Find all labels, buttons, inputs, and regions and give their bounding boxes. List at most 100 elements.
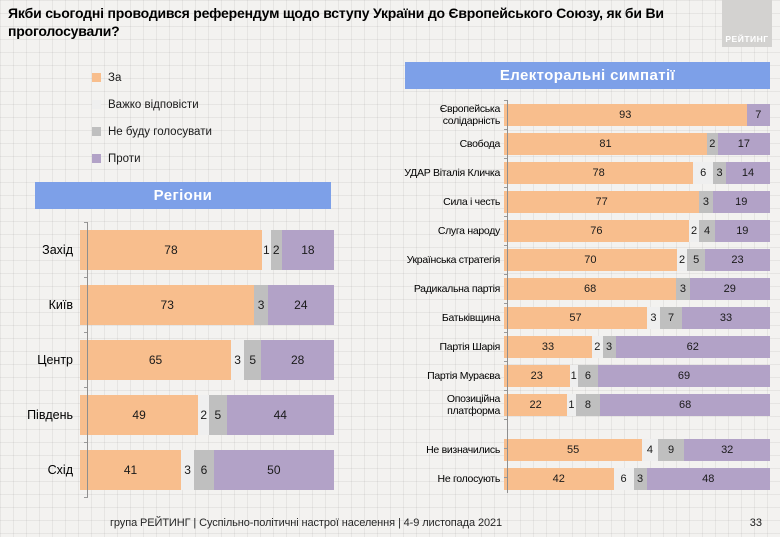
stacked-bar: 78 6 3 14 bbox=[504, 161, 771, 184]
segment-value: 69 bbox=[677, 369, 691, 382]
segment-value: 3 bbox=[257, 297, 265, 312]
segment-value: 33 bbox=[719, 311, 733, 324]
segment-value: 2 bbox=[709, 137, 716, 150]
bar-row: Свобода 81 2 17 bbox=[392, 129, 770, 158]
segment-value: 22 bbox=[529, 398, 542, 411]
segment-value: 65 bbox=[148, 352, 163, 367]
bar-row: Захід 78 1 2 18 bbox=[8, 222, 334, 277]
segment-value: 4 bbox=[703, 224, 711, 237]
segment-value: 3 bbox=[606, 340, 613, 353]
stacked-bar: 93 7 bbox=[504, 103, 770, 126]
segment-value: 3 bbox=[679, 282, 686, 295]
segment-value: 77 bbox=[595, 195, 608, 208]
bar-segment-ne-budu-holosuvaty: 5 bbox=[209, 394, 227, 435]
segment-value: 1 bbox=[570, 369, 577, 382]
rating-logo: РЕЙТИНГ bbox=[722, 0, 772, 47]
bar-segment-vazhko-vidpovisty: 2 bbox=[676, 248, 688, 271]
bar-segment-vazhko-vidpovisty: 2 bbox=[688, 219, 700, 242]
segment-value: 19 bbox=[736, 224, 749, 237]
regions-banner: Регіони bbox=[35, 182, 331, 209]
segment-value: 49 bbox=[132, 407, 146, 422]
bar-segment-proty: 29 bbox=[689, 277, 771, 300]
bar-row: Європейська солідарність 93 7 bbox=[392, 100, 770, 129]
bar-row: Радикальна партія 68 3 29 bbox=[392, 274, 771, 303]
segment-value: 41 bbox=[123, 462, 138, 477]
segment-value: 29 bbox=[723, 282, 736, 295]
stacked-bar: 68 3 29 bbox=[504, 277, 771, 300]
segment-value: 23 bbox=[530, 369, 543, 382]
bar-segment-za: 42 bbox=[504, 467, 614, 490]
legend-label: Проти bbox=[108, 152, 141, 165]
segment-value: 76 bbox=[590, 224, 603, 237]
segment-value: 70 bbox=[584, 253, 597, 266]
segment-value: 55 bbox=[567, 443, 580, 456]
segment-value: 3 bbox=[702, 195, 709, 208]
segment-value: 32 bbox=[721, 443, 734, 456]
segment-value: 3 bbox=[636, 472, 644, 485]
electoral-sympathies-chart: Європейська солідарність 93 7 Свобода 81 2 17 У… bbox=[392, 100, 771, 494]
segment-value: 50 bbox=[267, 462, 281, 477]
bar-segment-za: 78 bbox=[80, 229, 262, 270]
bar-row: Опозиційна платформа 22 1 8 68 bbox=[392, 390, 770, 419]
page-number: 33 bbox=[749, 517, 762, 529]
bar-segment-proty: 17 bbox=[717, 132, 770, 155]
bar-segment-proty: 28 bbox=[261, 339, 334, 380]
stacked-bar: 65 3 5 28 bbox=[80, 339, 334, 380]
segment-value: 24 bbox=[294, 297, 308, 312]
category-label: Європейська солідарність bbox=[439, 102, 501, 127]
bar-row: Українська стратегія 70 2 5 23 bbox=[392, 245, 770, 274]
segment-value: 19 bbox=[735, 195, 748, 208]
segment-value: 6 bbox=[584, 369, 592, 382]
bar-row: УДАР Віталія Кличка 78 6 3 14 bbox=[392, 158, 771, 187]
stacked-bar: 33 2 3 62 bbox=[504, 335, 770, 358]
stacked-bar: 23 1 6 69 bbox=[504, 364, 770, 387]
bar-segment-za: 68 bbox=[504, 277, 677, 300]
bar-segment-ne-budu-holosuvaty: 7 bbox=[659, 306, 683, 329]
segment-value: 81 bbox=[599, 137, 612, 150]
segment-value: 23 bbox=[731, 253, 744, 266]
legend-swatch-za bbox=[92, 73, 101, 82]
category-label: Радикальна партія bbox=[413, 282, 500, 295]
segment-value: 6 bbox=[200, 462, 208, 477]
bar-segment-ne-budu-holosuvaty: 3 bbox=[602, 335, 616, 358]
segment-value: 73 bbox=[160, 297, 174, 312]
segment-value: 2 bbox=[679, 253, 686, 266]
bar-segment-vazhko-vidpovisty: 2 bbox=[198, 394, 210, 435]
segment-value: 62 bbox=[686, 340, 699, 353]
legend-label: За bbox=[108, 71, 122, 84]
segment-value: 33 bbox=[541, 340, 555, 353]
bar-segment-proty: 19 bbox=[714, 219, 770, 242]
bar-segment-vazhko-vidpovisty: 1 bbox=[567, 393, 576, 416]
segment-value: 6 bbox=[620, 472, 627, 485]
bar-segment-ne-budu-holosuvaty: 2 bbox=[706, 132, 718, 155]
bar-row: Партія Шарія 33 2 3 62 bbox=[392, 332, 770, 361]
segment-value: 9 bbox=[667, 443, 675, 456]
stacked-bar: 49 2 5 44 bbox=[80, 394, 335, 435]
bar-segment-proty: 48 bbox=[646, 467, 770, 490]
segment-value: 3 bbox=[184, 462, 191, 477]
segment-value: 6 bbox=[700, 166, 707, 179]
segment-value: 93 bbox=[619, 108, 632, 121]
category-label: Київ bbox=[48, 297, 73, 312]
segment-value: 5 bbox=[249, 352, 257, 367]
bar-segment-proty: 32 bbox=[684, 438, 770, 461]
stacked-bar: 55 4 9 32 bbox=[504, 438, 770, 461]
bar-segment-ne-budu-holosuvaty: 9 bbox=[657, 438, 685, 461]
segment-value: 18 bbox=[301, 242, 315, 257]
legend-swatch-proty bbox=[92, 154, 101, 163]
segment-value: 14 bbox=[741, 166, 755, 179]
bar-segment-proty: 69 bbox=[597, 364, 770, 387]
bar-segment-ne-budu-holosuvaty: 4 bbox=[699, 219, 715, 242]
bar-segment-za: 23 bbox=[504, 364, 570, 387]
bar-segment-proty: 7 bbox=[746, 103, 770, 126]
stacked-bar: 57 3 7 33 bbox=[504, 306, 770, 329]
segment-value: 44 bbox=[273, 407, 287, 422]
segment-value: 3 bbox=[650, 311, 657, 324]
legend-item: Проти bbox=[92, 145, 212, 172]
legend-item: За bbox=[92, 64, 212, 91]
bar-segment-proty: 62 bbox=[615, 335, 770, 358]
regions-chart: Захід 78 1 2 18 Київ 73 3 24 Центр 65 3 5 28 Південь 49… bbox=[8, 222, 335, 498]
bar-segment-ne-budu-holosuvaty: 3 bbox=[699, 190, 713, 213]
legend-item: Не буду голосувати bbox=[92, 118, 212, 145]
